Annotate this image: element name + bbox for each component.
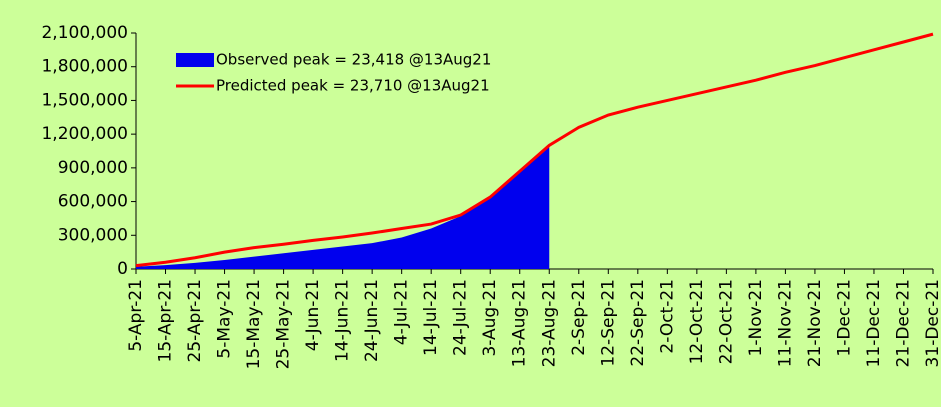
- x-tick-label: 5-Apr-21: [126, 279, 146, 352]
- x-tick-label: 24-Jun-21: [362, 279, 382, 362]
- x-tick-label: 1-Dec-21: [834, 279, 854, 357]
- x-tick-label: 11-Dec-21: [864, 279, 884, 367]
- observed-area: [136, 146, 550, 269]
- x-tick-label: 15-May-21: [244, 279, 264, 369]
- x-tick-label: 2-Sep-21: [569, 279, 589, 356]
- x-tick-label: 21-Nov-21: [805, 279, 825, 367]
- y-tick-label: 2,100,000: [41, 23, 128, 43]
- x-tick-label: 5-May-21: [215, 279, 235, 359]
- x-tick-label: 12-Sep-21: [598, 279, 618, 367]
- x-tick-label: 24-Jul-21: [451, 279, 471, 356]
- legend-label: Observed peak = 23,418 @13Aug21: [216, 51, 491, 69]
- x-tick-label: 11-Nov-21: [775, 279, 795, 367]
- x-tick-label: 4-Jul-21: [392, 279, 412, 345]
- legend-label: Predicted peak = 23,710 @13Aug21: [216, 77, 490, 95]
- x-tick-label: 21-Dec-21: [893, 279, 913, 367]
- y-tick-label: 300,000: [58, 225, 128, 245]
- x-tick-label: 12-Oct-21: [687, 279, 707, 364]
- predicted-line: [135, 32, 934, 268]
- x-tick-label: 23-Aug-21: [539, 279, 559, 367]
- x-tick-label: 1-Nov-21: [746, 279, 766, 356]
- x-tick-label: 13-Aug-21: [510, 279, 530, 367]
- x-tick-label: 31-Dec-21: [923, 279, 941, 367]
- x-tick-label: 25-May-21: [274, 279, 294, 369]
- y-tick-label: 1,200,000: [41, 124, 128, 144]
- y-tick-label: 1,800,000: [41, 57, 128, 77]
- legend-swatch: [176, 53, 214, 67]
- x-tick-label: 15-Apr-21: [156, 279, 176, 362]
- x-tick-label: 4-Jun-21: [303, 279, 323, 351]
- y-tick-label: 0: [117, 259, 128, 279]
- x-tick-label: 14-Jun-21: [333, 279, 353, 362]
- y-tick-label: 900,000: [58, 158, 128, 178]
- x-tick-label: 22-Sep-21: [628, 279, 648, 367]
- x-tick-label: 3-Aug-21: [480, 279, 500, 357]
- x-tick-label: 14-Jul-21: [421, 279, 441, 356]
- x-tick-label: 25-Apr-21: [185, 279, 205, 362]
- x-tick-label: 22-Oct-21: [716, 279, 736, 364]
- y-tick-label: 600,000: [58, 192, 128, 212]
- y-tick-label: 1,500,000: [41, 90, 128, 110]
- x-tick-label: 2-Oct-21: [657, 279, 677, 354]
